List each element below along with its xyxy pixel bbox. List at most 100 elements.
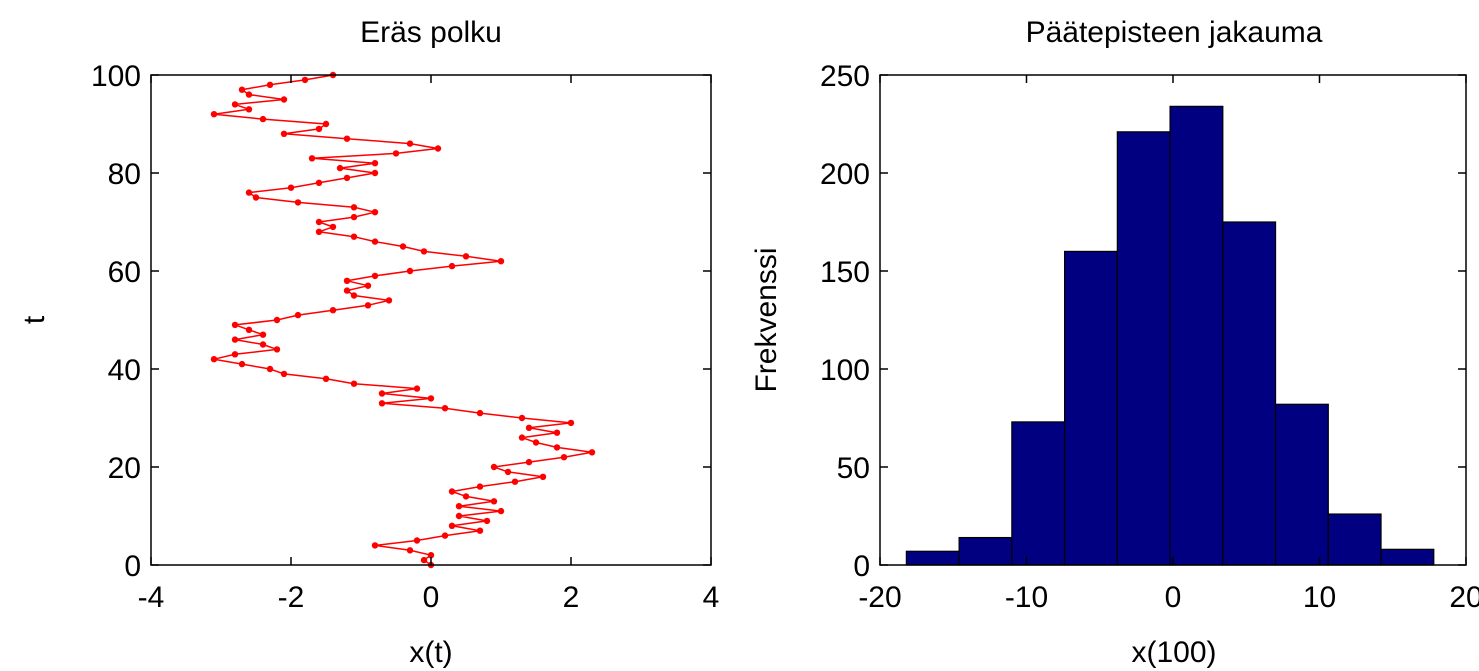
path-point [210, 111, 218, 118]
right-y-tick-label: 0 [853, 550, 870, 583]
path-point [329, 307, 337, 314]
right-chart-title: Päätepisteen jakauma [1026, 16, 1323, 49]
path-point [336, 164, 344, 172]
right-y-tick-label: 100 [820, 354, 870, 387]
path-point [476, 409, 484, 417]
path-point [371, 209, 379, 216]
path-point [490, 463, 498, 471]
left-x-tick-label: 0 [423, 581, 440, 614]
right-y-tick-label: 150 [820, 256, 870, 289]
path-point [315, 218, 323, 226]
histogram-bar [1011, 421, 1066, 566]
histogram-bar [1327, 513, 1382, 566]
path-point [378, 400, 386, 407]
path-point [364, 282, 372, 289]
path-point [518, 434, 526, 441]
left-plot-area [210, 71, 596, 569]
left-y-tick-label: 100 [91, 60, 141, 93]
path-point [567, 419, 575, 427]
left-x-tick-label: 2 [563, 581, 580, 614]
path-point [476, 527, 484, 534]
path-point [301, 76, 309, 84]
right-x-axis-label: x(100) [1131, 636, 1216, 669]
path-point [231, 101, 239, 108]
path-point [413, 537, 421, 544]
path-point [343, 174, 351, 182]
left-x-axis-label: x(t) [409, 636, 452, 669]
path-point [371, 238, 379, 245]
histogram-bar [1274, 403, 1329, 566]
path-point [371, 169, 379, 177]
path-point [588, 449, 596, 456]
path-point [245, 91, 253, 98]
path-point [231, 351, 239, 358]
path-point [385, 297, 393, 304]
path-point [553, 444, 561, 451]
histogram-bar [1063, 250, 1118, 566]
path-point [315, 125, 323, 133]
path-point [280, 370, 288, 378]
path-point [308, 155, 316, 162]
path-point [462, 253, 470, 260]
path-point [420, 248, 428, 255]
right-x-tick-label: -10 [1005, 581, 1048, 614]
path-point [490, 498, 498, 505]
path-point [245, 326, 253, 333]
path-chart: Eräs polku -4 -2 0 2 4 0 20 40 60 80 100 x(t) t [18, 16, 719, 669]
path-point [427, 395, 435, 402]
left-y-axis-label: t [18, 315, 51, 324]
histogram-bar [1380, 548, 1435, 566]
path-point [441, 532, 449, 539]
path-point [406, 140, 414, 147]
path-point [315, 179, 323, 186]
path-point [259, 331, 267, 338]
path-point [525, 458, 533, 466]
right-x-tick-label: 10 [1303, 581, 1336, 614]
path-point [462, 493, 470, 500]
path-point [350, 204, 358, 211]
path-point [525, 424, 533, 431]
path-point [553, 429, 561, 436]
path-point [280, 96, 288, 103]
path-point [532, 439, 540, 446]
left-y-tick-label: 60 [108, 256, 141, 289]
path-point [238, 360, 246, 368]
path-point [539, 473, 547, 480]
left-x-tick-label: -2 [278, 581, 305, 614]
right-plot-area [905, 105, 1435, 566]
path-point [252, 194, 260, 201]
path-point [427, 552, 435, 559]
path-point [238, 86, 246, 93]
right-x-tick-label: -20 [858, 581, 901, 614]
right-y-tick-label: 250 [820, 60, 870, 93]
left-y-tick-label: 40 [108, 354, 141, 387]
path-point [434, 145, 442, 152]
path-point [259, 341, 267, 348]
path-point [259, 115, 267, 123]
path-point [266, 81, 274, 89]
path-point [294, 199, 302, 206]
path-point [371, 542, 379, 549]
right-y-axis-label: Frekvenssi [750, 247, 783, 392]
path-point [511, 478, 519, 485]
left-y-ticks: 0 20 40 60 80 100 [91, 60, 711, 583]
path-line [213, 74, 593, 566]
path-point [322, 120, 330, 128]
path-point [322, 375, 330, 382]
path-point [406, 547, 414, 554]
path-point [497, 258, 505, 265]
path-point [448, 262, 456, 270]
left-y-tick-label: 80 [108, 158, 141, 191]
path-point [399, 243, 407, 250]
path-point [329, 223, 337, 231]
path-point [343, 287, 351, 294]
right-y-ticks: 0 50 100 150 200 250 [820, 60, 1466, 583]
path-point [504, 468, 512, 476]
path-point [294, 311, 302, 319]
path-point [343, 135, 351, 142]
path-point [343, 277, 351, 284]
histogram-bar [1222, 221, 1277, 566]
path-point [273, 346, 281, 353]
path-point [455, 503, 463, 510]
